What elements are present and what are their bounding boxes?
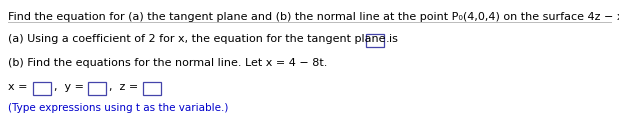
Bar (33, 82, 51, 95)
Text: (b) Find the equations for the normal line. Let x = 4 − 8t.: (b) Find the equations for the normal li… (8, 58, 327, 68)
Text: (a) Using a coefficient of 2 for x, the equation for the tangent plane is: (a) Using a coefficient of 2 for x, the … (8, 34, 398, 44)
Text: .: . (386, 34, 389, 44)
Text: (Type expressions using t as the variable.): (Type expressions using t as the variabl… (8, 103, 228, 113)
Text: Find the equation for (a) the tangent plane and (b) the normal line at the point: Find the equation for (a) the tangent pl… (8, 12, 619, 22)
Text: ,  y =: , y = (54, 82, 84, 92)
Bar (88, 82, 106, 95)
Bar (366, 34, 384, 47)
Text: x =: x = (8, 82, 27, 92)
Text: ,  z =: , z = (109, 82, 138, 92)
Bar (143, 82, 161, 95)
